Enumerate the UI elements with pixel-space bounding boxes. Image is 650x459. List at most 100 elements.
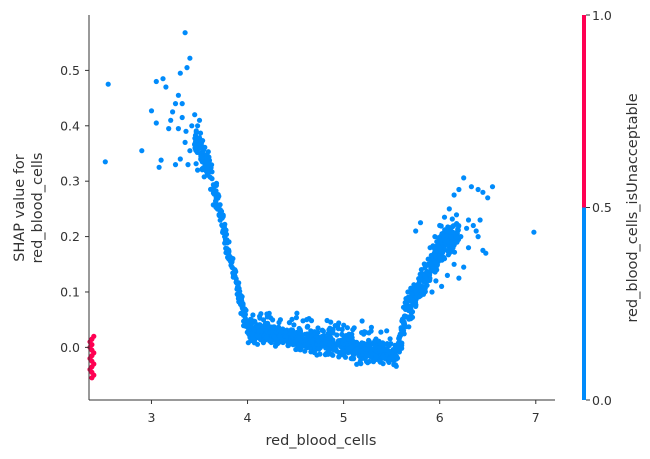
scatter-point	[465, 245, 472, 251]
y-axis-title-line-1: SHAP value for	[12, 154, 28, 262]
scatter-point	[446, 206, 452, 212]
scatter-point	[199, 153, 205, 159]
scatter-point	[461, 175, 467, 181]
scatter-point	[302, 348, 308, 354]
x-tick-label: 6	[436, 410, 444, 425]
scatter-point	[359, 318, 365, 324]
scatter-point	[454, 239, 460, 245]
scatter-point	[359, 330, 365, 336]
scatter-point	[480, 247, 486, 253]
scatter-point	[391, 362, 397, 368]
scatter-point	[346, 331, 352, 337]
x-tick-label: 5	[340, 410, 348, 425]
scatter-point	[187, 148, 193, 154]
scatter-point	[380, 353, 386, 359]
scatter-point	[187, 55, 193, 61]
scatter-point	[209, 176, 215, 182]
scatter-point	[373, 353, 379, 359]
scatter-point	[87, 339, 93, 345]
scatter-point	[332, 323, 338, 329]
y-tick-label: 0.2	[60, 229, 80, 244]
scatter-point	[432, 234, 438, 240]
scatter-point	[245, 340, 251, 346]
scatter-point	[251, 340, 257, 346]
scatter-point	[456, 275, 462, 281]
scatter-point	[441, 256, 448, 262]
scatter-point	[334, 340, 340, 346]
scatter-point	[377, 358, 383, 364]
scatter-point	[217, 207, 223, 213]
scatter-point	[399, 345, 405, 351]
scatter-point	[398, 325, 404, 331]
scatter-point	[296, 325, 302, 332]
scatter-point	[413, 302, 419, 308]
scatter-point	[296, 336, 302, 342]
scatter-point	[304, 324, 310, 330]
scatter-point	[257, 315, 263, 321]
scatter-point	[456, 186, 462, 193]
scatter-point	[172, 101, 179, 107]
scatter-point	[193, 161, 199, 167]
scatter-point	[417, 276, 423, 283]
colorbar-tick-label-high: 1.0	[592, 8, 612, 23]
scatter-point	[197, 130, 204, 136]
scatter-point	[422, 273, 428, 279]
scatter-point	[228, 256, 234, 262]
scatter-point	[156, 164, 162, 170]
scatter-point	[308, 349, 314, 355]
scatter-point	[196, 117, 203, 123]
scatter-point	[408, 316, 414, 322]
scatter-point	[444, 272, 450, 278]
scatter-point	[226, 249, 232, 255]
scatter-point	[221, 224, 227, 230]
scatter-point	[293, 315, 299, 321]
scatter-point	[393, 353, 399, 359]
scatter-point	[350, 327, 356, 333]
scatter-point	[166, 126, 172, 132]
scatter-point	[189, 123, 195, 129]
scatter-point	[489, 184, 496, 190]
scatter-point	[105, 81, 111, 87]
scatter-point	[448, 234, 454, 240]
scatter-point	[177, 70, 183, 76]
scatter-point	[87, 355, 93, 362]
scatter-point	[408, 285, 414, 291]
x-axis-ticks: 3 4 5 6 7	[147, 400, 540, 425]
scatter-point	[195, 167, 201, 173]
scatter-point	[437, 255, 443, 261]
scatter-point	[294, 310, 300, 316]
scatter-point	[307, 339, 313, 345]
scatter-point	[406, 324, 412, 330]
scatter-point	[391, 358, 397, 364]
x-tick-label: 7	[532, 410, 540, 425]
scatter-point	[412, 287, 419, 293]
y-tick-label: 0.1	[60, 284, 80, 299]
scatter-point	[320, 328, 326, 334]
scatter-point	[91, 361, 97, 367]
scatter-point	[451, 249, 458, 255]
y-tick-label: 0.3	[60, 174, 80, 189]
scatter-point	[372, 344, 378, 350]
scatter-point	[175, 126, 181, 132]
scatter-point	[91, 333, 97, 339]
scatter-point	[397, 332, 403, 339]
scatter-point	[366, 352, 372, 358]
scatter-point	[211, 183, 217, 189]
scatter-point	[195, 123, 201, 129]
scatter-point	[315, 338, 322, 344]
scatter-point	[289, 316, 295, 322]
scatter-point	[485, 195, 491, 201]
scatter-point	[437, 245, 443, 251]
scatter-point	[249, 334, 256, 340]
y-tick-label: 0.5	[60, 63, 80, 78]
scatter-point	[304, 317, 310, 323]
scatter-point	[464, 225, 470, 231]
scatter-point	[409, 291, 415, 297]
y-tick-label: 0.4	[60, 118, 80, 133]
scatter-point	[428, 260, 434, 266]
scatter-point	[326, 327, 332, 333]
scatter-point	[192, 132, 199, 138]
scatter-point	[260, 323, 266, 329]
scatter-point	[372, 338, 378, 344]
scatter-point	[192, 142, 198, 148]
